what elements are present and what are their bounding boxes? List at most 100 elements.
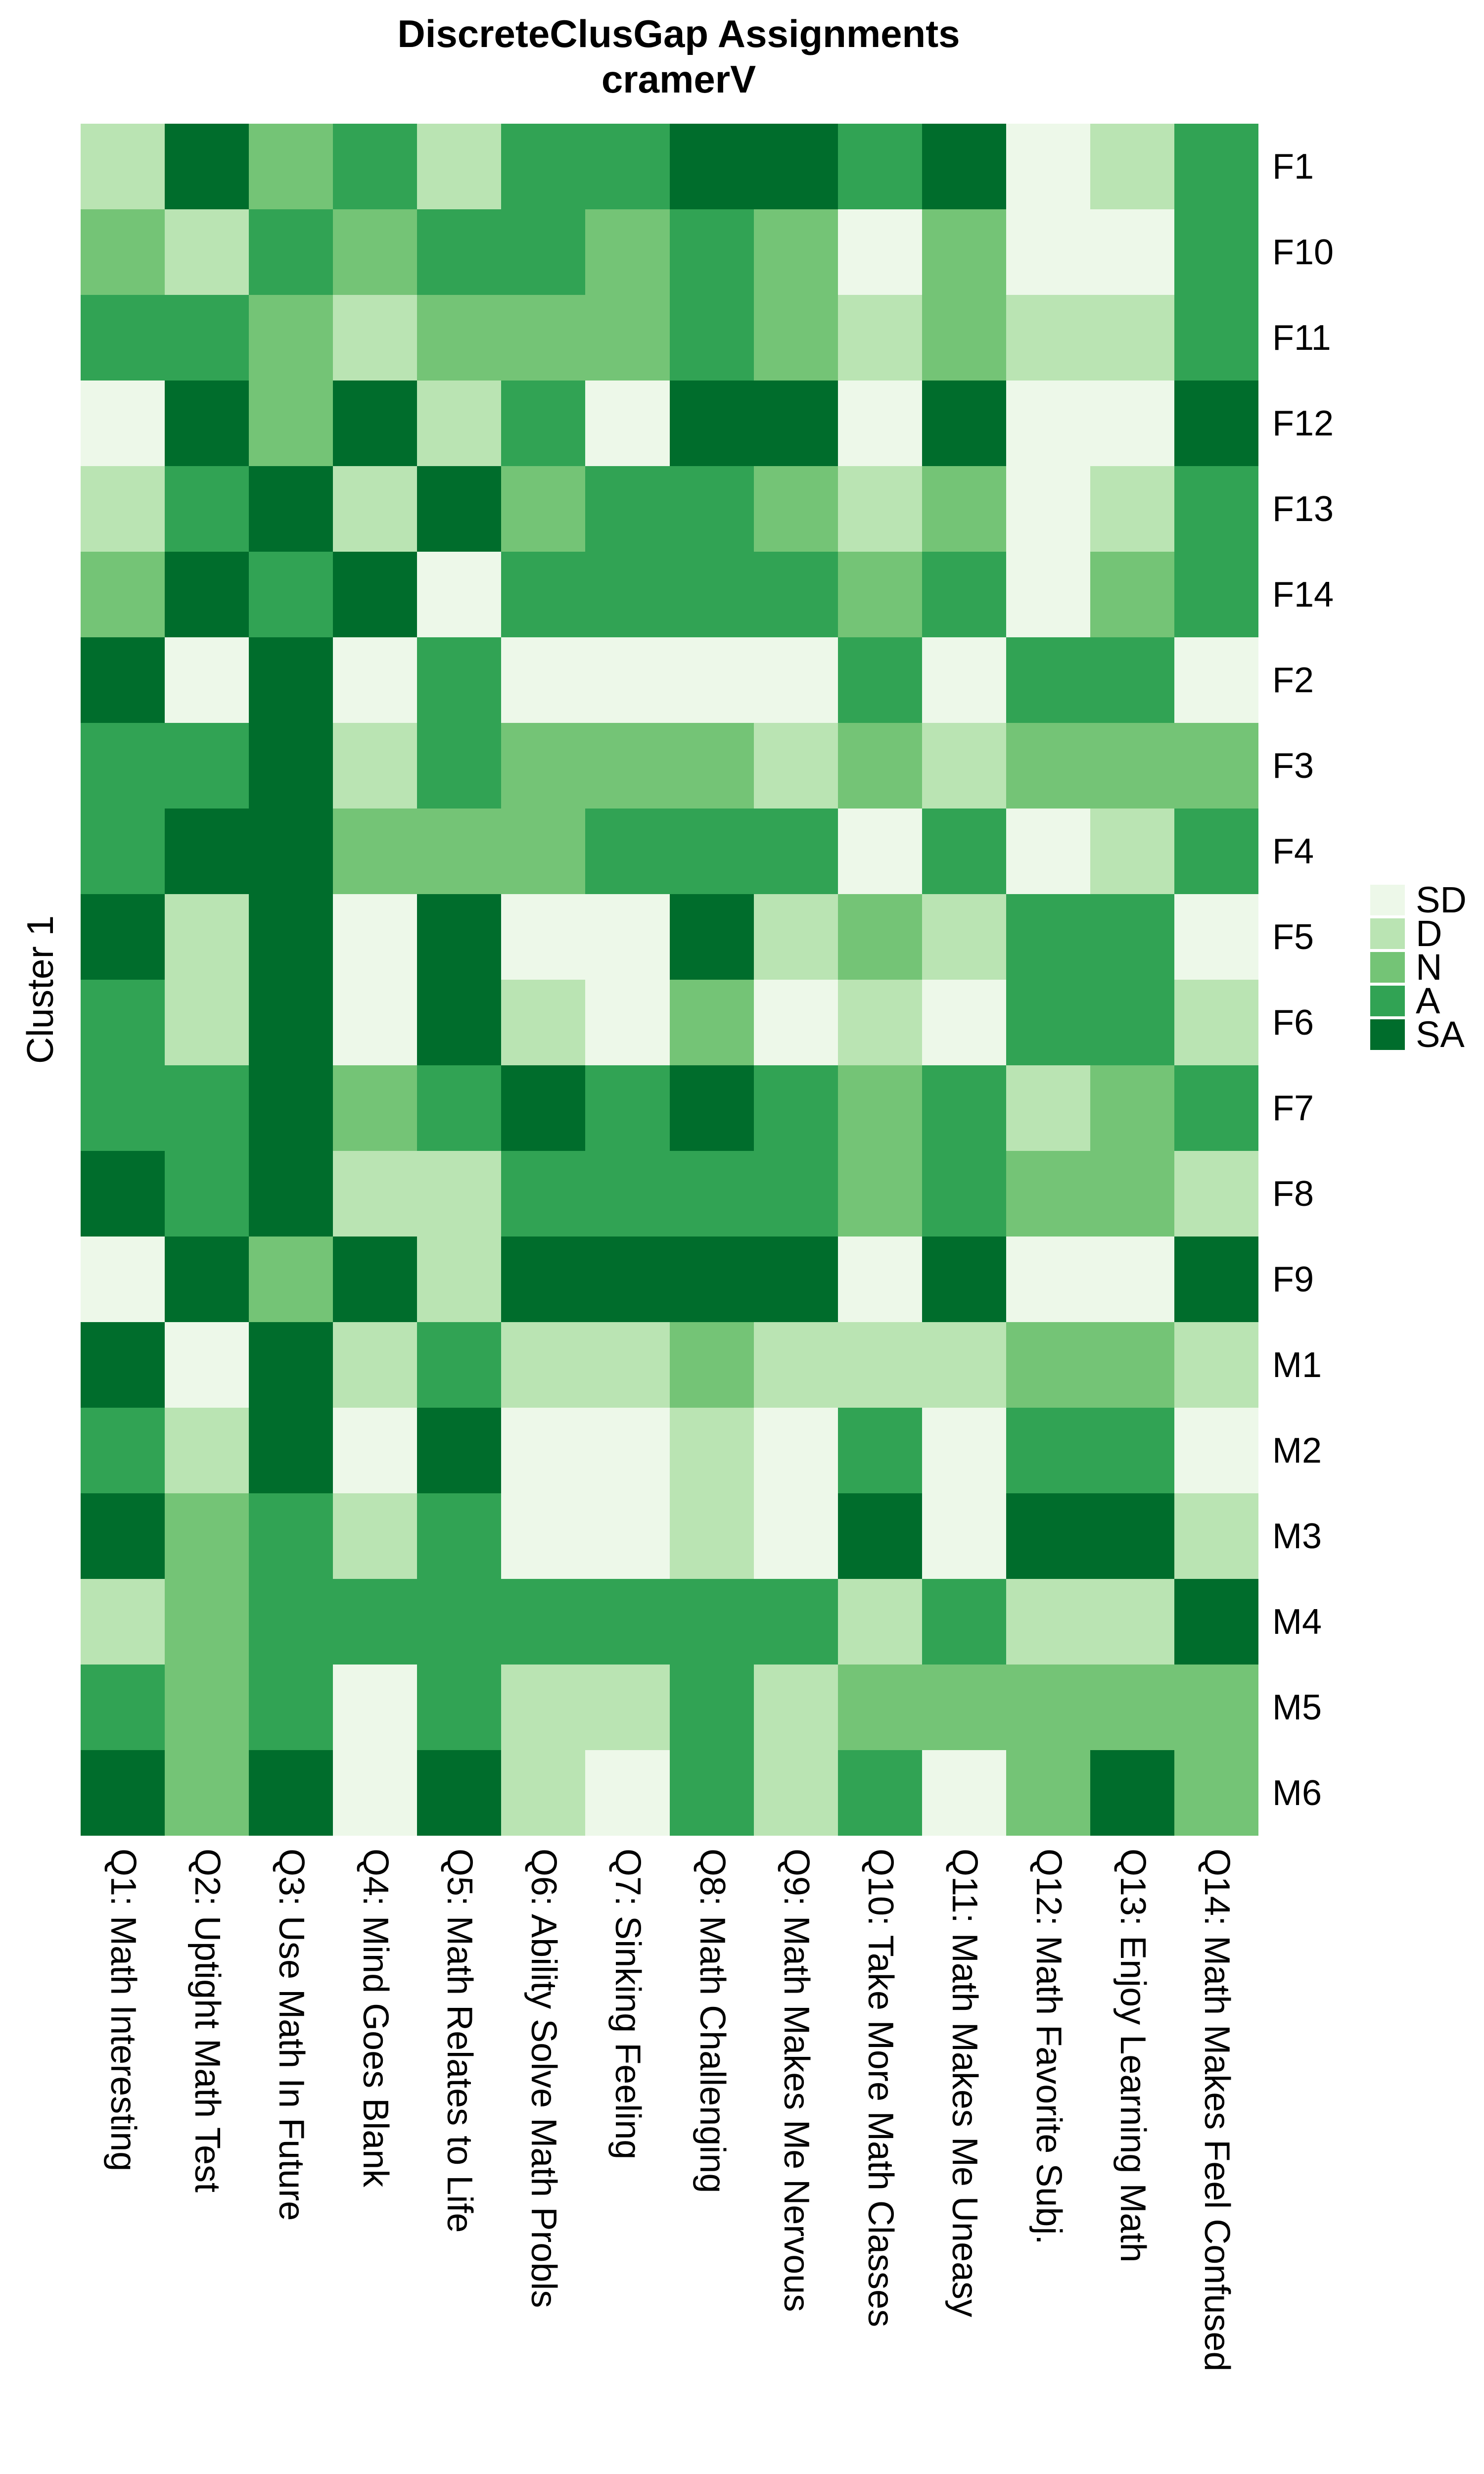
heatmap-cell xyxy=(249,1322,333,1408)
heatmap-cell xyxy=(501,1237,585,1322)
heatmap-cell xyxy=(838,1579,922,1665)
x-tick-label: Q7: Sinking Feeling xyxy=(608,1849,648,2160)
heatmap-cell xyxy=(249,1579,333,1665)
heatmap-cell xyxy=(165,723,249,809)
y-tick-label: F6 xyxy=(1272,1002,1314,1043)
heatmap-cell xyxy=(754,124,838,209)
heatmap-cell xyxy=(838,124,922,209)
x-tick-label: Q13: Enjoy Learning Math xyxy=(1113,1849,1153,2263)
heatmap-cell xyxy=(922,809,1006,894)
heatmap-cell xyxy=(922,1493,1006,1579)
heatmap-cell xyxy=(838,1750,922,1836)
heatmap-cell xyxy=(922,1579,1006,1665)
heatmap-cell xyxy=(501,552,585,637)
heatmap-cell xyxy=(81,1065,165,1151)
heatmap-cell xyxy=(1174,1493,1258,1579)
heatmap-cell xyxy=(838,1408,922,1493)
heatmap-cell xyxy=(585,295,670,381)
heatmap-cell xyxy=(249,980,333,1065)
heatmap-cell xyxy=(333,980,417,1065)
heatmap-cell xyxy=(754,809,838,894)
heatmap-cell xyxy=(754,552,838,637)
heatmap-cell xyxy=(585,1408,670,1493)
heatmap-cell xyxy=(333,1065,417,1151)
heatmap-cell xyxy=(1006,466,1090,552)
heatmap-cell xyxy=(417,1750,501,1836)
heatmap-cell xyxy=(249,381,333,466)
heatmap-cell xyxy=(165,552,249,637)
heatmap-cell xyxy=(501,1322,585,1408)
heatmap-cell xyxy=(670,552,754,637)
chart-title-line2: cramerV xyxy=(601,57,756,101)
heatmap-cell xyxy=(1090,209,1174,295)
heatmap-cell xyxy=(754,723,838,809)
heatmap-cell xyxy=(1174,809,1258,894)
heatmap-cell xyxy=(754,1237,838,1322)
heatmap-cell xyxy=(838,894,922,980)
legend-label: SD xyxy=(1416,879,1467,920)
heatmap-cell xyxy=(838,1665,922,1750)
legend-swatch xyxy=(1370,918,1405,949)
heatmap-cell xyxy=(754,637,838,723)
heatmap-cell xyxy=(1090,894,1174,980)
heatmap-cell xyxy=(1174,381,1258,466)
heatmap-cell xyxy=(333,1750,417,1836)
heatmap-cell xyxy=(165,1750,249,1836)
heatmap-cell xyxy=(1006,124,1090,209)
heatmap-cell xyxy=(417,1579,501,1665)
heatmap-cell xyxy=(754,894,838,980)
heatmap-cell xyxy=(838,1493,922,1579)
heatmap-cell xyxy=(922,209,1006,295)
heatmap-cell xyxy=(81,1237,165,1322)
heatmap-cell xyxy=(1006,1237,1090,1322)
heatmap-cell xyxy=(1006,894,1090,980)
x-tick-label: Q1: Math Interesting xyxy=(103,1849,143,2172)
y-tick-label: F8 xyxy=(1272,1174,1314,1214)
y-tick-label: F9 xyxy=(1272,1259,1314,1299)
heatmap-cell xyxy=(501,1665,585,1750)
heatmap-cell xyxy=(1006,552,1090,637)
heatmap-cell xyxy=(333,1237,417,1322)
heatmap-cell xyxy=(1090,809,1174,894)
heatmap-cell xyxy=(838,1237,922,1322)
heatmap-cell xyxy=(670,295,754,381)
heatmap-cell xyxy=(249,723,333,809)
heatmap-cell xyxy=(1006,1065,1090,1151)
heatmap-cell xyxy=(165,809,249,894)
heatmap-cell xyxy=(501,209,585,295)
y-tick-label: M5 xyxy=(1272,1687,1322,1727)
heatmap-cell xyxy=(1174,1065,1258,1151)
heatmap-cell xyxy=(417,466,501,552)
heatmap-cell xyxy=(838,552,922,637)
heatmap-cell xyxy=(249,1493,333,1579)
heatmap-cell xyxy=(838,809,922,894)
heatmap-cell xyxy=(1090,1579,1174,1665)
heatmap-cell xyxy=(165,1065,249,1151)
heatmap-cell xyxy=(1174,637,1258,723)
x-tick-label: Q2: Uptight Math Test xyxy=(187,1849,227,2193)
y-tick-label: F14 xyxy=(1272,574,1334,615)
heatmap-cell xyxy=(1090,1322,1174,1408)
heatmap-cell xyxy=(81,980,165,1065)
heatmap-cell xyxy=(922,1665,1006,1750)
heatmap-cell xyxy=(333,1665,417,1750)
heatmap-cell xyxy=(1174,1665,1258,1750)
heatmap-cell xyxy=(922,980,1006,1065)
legend-swatch xyxy=(1370,885,1405,915)
heatmap-cell xyxy=(585,209,670,295)
heatmap-cell xyxy=(501,1065,585,1151)
heatmap-cell xyxy=(670,723,754,809)
y-axis-label: Cluster 1 xyxy=(19,915,61,1064)
heatmap-cell xyxy=(249,1750,333,1836)
heatmap-cell xyxy=(838,723,922,809)
heatmap-cell xyxy=(333,1151,417,1237)
heatmap-cell xyxy=(585,381,670,466)
heatmap-cell xyxy=(670,1151,754,1237)
heatmap-cell xyxy=(585,637,670,723)
heatmap-cell xyxy=(922,466,1006,552)
heatmap-cell xyxy=(1090,1408,1174,1493)
heatmap-cell xyxy=(417,381,501,466)
heatmap-cell xyxy=(417,1408,501,1493)
heatmap-cell xyxy=(81,124,165,209)
heatmap-cell xyxy=(501,637,585,723)
